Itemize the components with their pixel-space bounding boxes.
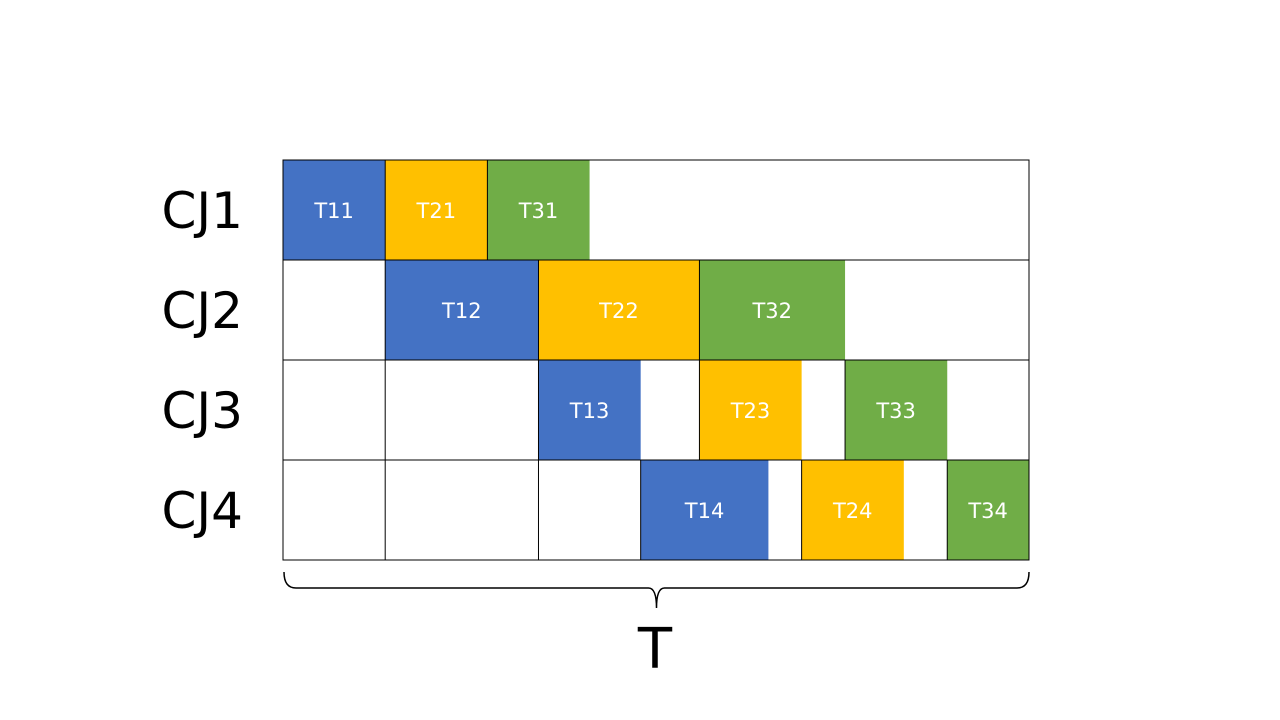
task-bar-t13 (538, 360, 641, 460)
time-axis-label: T (637, 617, 673, 682)
task-bar-t14 (640, 460, 769, 560)
row-label-cj2: CJ2 (162, 282, 243, 340)
task-label-t21: T21 (416, 199, 457, 223)
row-labels: CJ1 CJ2 CJ3 CJ4 (162, 182, 243, 540)
row-label-cj1: CJ1 (162, 182, 243, 240)
task-label-t34: T34 (967, 499, 1008, 523)
task-bar-t22 (538, 260, 700, 360)
row-label-cj3: CJ3 (162, 382, 243, 440)
task-label-t14: T14 (684, 499, 725, 523)
task-label-t12: T12 (441, 299, 482, 323)
task-label-t22: T22 (598, 299, 639, 323)
task-label-t32: T32 (751, 299, 792, 323)
task-bar-t34 (947, 460, 1029, 560)
task-bar-t23 (699, 360, 802, 460)
task-bar-t32 (699, 260, 846, 360)
row-label-cj4: CJ4 (162, 482, 243, 540)
time-span-brace (283, 571, 1030, 609)
task-bars (283, 160, 1029, 560)
task-bar-t12 (385, 260, 539, 360)
task-label-t24: T24 (832, 499, 873, 523)
task-labels: T11 T21 T31 T12 T22 T32 T13 T23 T33 T14 T24 T34 (313, 199, 1008, 523)
task-label-t13: T13 (569, 399, 610, 423)
task-label-t31: T31 (518, 199, 559, 223)
task-bar-t24 (801, 460, 904, 560)
task-bar-t31 (487, 160, 590, 260)
task-bar-t11 (283, 160, 386, 260)
grid-lines (282, 159, 1030, 561)
task-label-t33: T33 (875, 399, 916, 423)
task-label-t11: T11 (313, 199, 354, 223)
task-label-t23: T23 (730, 399, 771, 423)
task-bar-t33 (845, 360, 948, 460)
task-bar-t21 (385, 160, 488, 260)
